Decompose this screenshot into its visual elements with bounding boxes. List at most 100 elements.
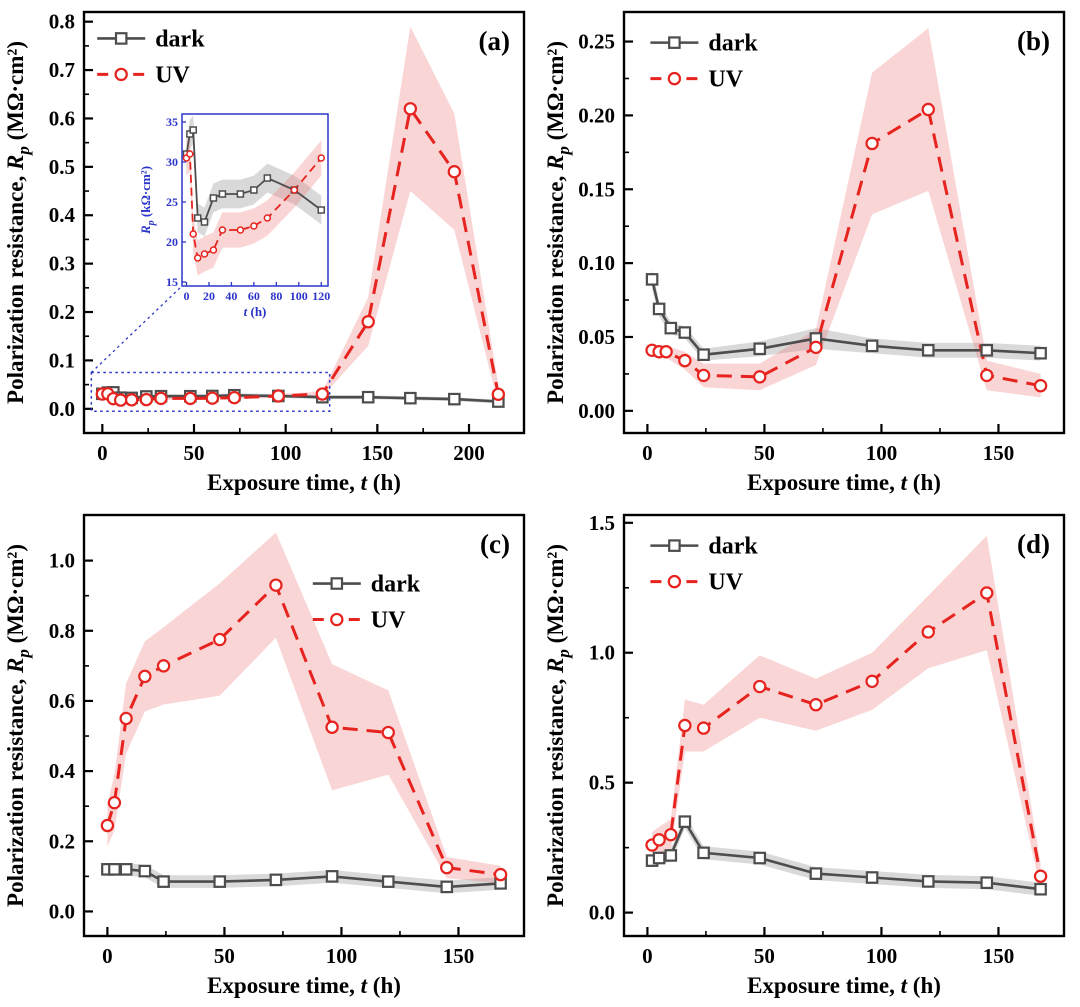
svg-text:0.20: 0.20 [578,103,615,127]
panel-letter-b: (b) [1017,26,1050,56]
svg-text:100: 100 [866,441,898,465]
series-markers-uv [100,578,508,882]
error-band-uv [652,535,1041,890]
svg-text:150: 150 [443,944,475,968]
svg-text:15: 15 [166,275,178,289]
svg-text:20: 20 [166,235,178,249]
error-band-dark [652,815,1041,896]
series-markers-uv [182,150,326,262]
panel-letter-a: (a) [479,26,510,56]
svg-text:100: 100 [866,944,898,968]
axis-ticks: 0 50 100 150 0.00 0.05 0.10 0.15 0.20 0.25 [578,30,1014,465]
series-line-uv [185,151,322,260]
series-markers-uv [645,102,1048,393]
svg-text:50: 50 [214,944,235,968]
svg-text:0.6: 0.6 [49,106,75,130]
svg-text:30: 30 [166,155,178,169]
chart-c: 0 50 100 150 0.0 0.2 0.4 0.6 0.8 1.0 Exposure time… [0,503,540,1006]
y-axis-label: Polarization resistance, Rp (MΩ·cm²) [543,41,573,404]
svg-text:150: 150 [983,944,1015,968]
svg-text:0.05: 0.05 [578,325,615,349]
svg-text:20: 20 [203,289,215,303]
svg-text:0.5: 0.5 [49,155,75,179]
svg-text:0.1: 0.1 [49,348,75,372]
legend: dark UV [312,572,421,634]
panel-a: 0 50 100 150 200 0.0 0.1 0.2 0.3 0.4 0.5 0.6 0.7 0.8 E… [0,0,540,503]
zoom-region-rect [90,371,331,412]
series-line-uv [102,105,500,402]
svg-text:80: 80 [270,289,282,303]
panel-letter-d: (d) [1017,529,1050,559]
legend-label-dark: dark [155,26,205,52]
svg-text:0.0: 0.0 [49,397,75,421]
inset-x-axis-label: t (h) [244,304,267,319]
panel-c: 0 50 100 150 0.0 0.2 0.4 0.6 0.8 1.0 Exposure time… [0,503,540,1006]
svg-text:40: 40 [225,289,237,303]
legend-label-uv: UV [708,570,743,596]
inset-frame [181,113,329,287]
svg-text:0.2: 0.2 [49,829,75,853]
axes-frame [622,10,1066,435]
svg-text:25: 25 [166,195,178,209]
series-markers-uv [645,586,1048,883]
plot-area-b [645,28,1048,398]
svg-text:60: 60 [248,289,260,303]
svg-text:0.4: 0.4 [49,203,76,227]
zoom-connector-line [90,285,183,373]
svg-text:1.5: 1.5 [589,511,615,535]
legend-label-dark: dark [708,31,758,57]
svg-text:0: 0 [183,289,189,303]
svg-text:35: 35 [166,115,178,129]
legend-label-dark: dark [708,534,758,560]
x-axis-label: Exposure time, t (h) [747,973,941,998]
axes-frame [82,10,526,435]
svg-text:0.7: 0.7 [49,58,75,82]
y-axis-label: Polarization resistance, Rp (MΩ·cm²) [3,41,33,404]
svg-text:0: 0 [642,441,653,465]
svg-text:0.5: 0.5 [589,771,615,795]
axes-frame [622,513,1066,938]
svg-text:0: 0 [97,441,108,465]
svg-text:1.0: 1.0 [589,641,615,665]
series-line-uv [105,582,501,877]
svg-text:0.2: 0.2 [49,300,75,324]
y-axis-label: Polarization resistance, Rp (MΩ·cm²) [3,544,33,907]
series-markers-dark [645,815,1047,896]
svg-text:0.8: 0.8 [49,10,75,34]
inset-y-axis-label: Rp (kΩ·cm²) [138,166,157,235]
svg-text:100: 100 [270,441,302,465]
chart-b: 0 50 100 150 0.00 0.05 0.10 0.15 0.20 0.25 Exposur… [540,0,1080,503]
svg-text:50: 50 [754,944,775,968]
series-markers-dark [645,273,1047,362]
chart-a: 0 50 100 150 2000.00.10.20.30.40.50.60.70.8E… [0,0,540,503]
axis-ticks: 0 50 100 150 0.0 0.2 0.4 0.6 0.8 1.0 [49,549,474,968]
chart-d: 0 50 100 150 0.0 0.5 1.0 1.5 Exposure time, t (h… [540,503,1080,1006]
panel-b: 0 50 100 150 0.00 0.05 0.10 0.15 0.20 0.25 Exposur… [540,0,1080,503]
legend-label-uv: UV [371,608,406,634]
error-band-uv [102,26,499,404]
svg-text:0: 0 [642,944,653,968]
svg-text:50: 50 [184,441,205,465]
svg-text:120: 120 [312,289,330,303]
svg-text:0.10: 0.10 [578,251,615,275]
svg-text:150: 150 [362,441,394,465]
plot-area-a [95,26,506,408]
inset-chart: 0 20 40 60 80 100 120 15 20 25 30 35 t (h) Rp (kΩ·cm²… [138,113,330,319]
svg-text:100: 100 [326,944,358,968]
svg-text:100: 100 [290,289,308,303]
plot-area-d [645,535,1048,896]
svg-text:1.0: 1.0 [49,549,75,573]
svg-text:200: 200 [453,441,485,465]
x-axis-label: Exposure time, t (h) [207,470,401,495]
error-band-dark [186,115,322,237]
legend-label-uv: UV [155,62,190,88]
legend: dark UV [650,31,758,93]
svg-text:0.4: 0.4 [49,759,76,783]
svg-text:0.25: 0.25 [578,30,615,54]
x-axis-label: Exposure time, t (h) [747,470,941,495]
svg-text:0.00: 0.00 [578,399,615,423]
legend: dark UV [97,26,205,88]
series-markers-dark [101,863,507,894]
